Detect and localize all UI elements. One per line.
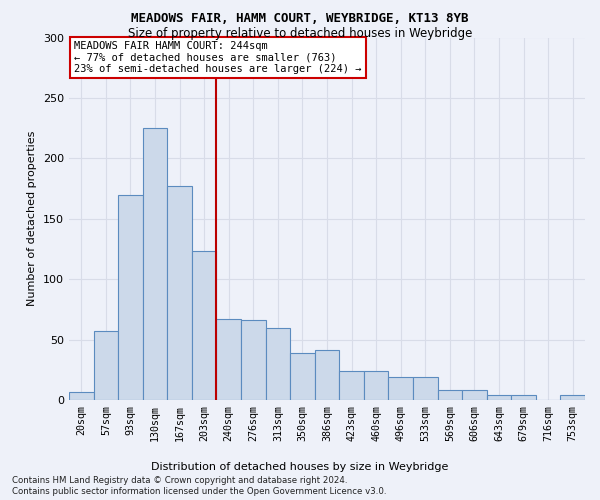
Text: Contains HM Land Registry data © Crown copyright and database right 2024.: Contains HM Land Registry data © Crown c… (12, 476, 347, 485)
Bar (437, 390, 462, 400)
Bar (487, 395, 511, 400)
Bar (241, 320, 266, 400)
Bar (315, 350, 339, 400)
Text: MEADOWS FAIR HAMM COURT: 244sqm
← 77% of detached houses are smaller (763)
23% o: MEADOWS FAIR HAMM COURT: 244sqm ← 77% of… (74, 41, 362, 74)
Text: Contains public sector information licensed under the Open Government Licence v3: Contains public sector information licen… (12, 487, 386, 496)
Bar (69, 392, 94, 400)
Bar (192, 252, 217, 400)
Bar (339, 371, 364, 400)
Y-axis label: Number of detached properties: Number of detached properties (28, 131, 37, 306)
Bar (266, 328, 290, 400)
Bar (143, 128, 167, 400)
Bar (560, 395, 585, 400)
Bar (413, 377, 437, 400)
Bar (118, 194, 143, 400)
Bar (290, 353, 315, 400)
Bar (94, 331, 118, 400)
Bar (388, 377, 413, 400)
Bar (217, 319, 241, 400)
Bar (511, 395, 536, 400)
Bar (167, 186, 192, 400)
Bar (364, 371, 388, 400)
Bar (462, 390, 487, 400)
Text: MEADOWS FAIR, HAMM COURT, WEYBRIDGE, KT13 8YB: MEADOWS FAIR, HAMM COURT, WEYBRIDGE, KT1… (131, 12, 469, 26)
Text: Distribution of detached houses by size in Weybridge: Distribution of detached houses by size … (151, 462, 449, 472)
Text: Size of property relative to detached houses in Weybridge: Size of property relative to detached ho… (128, 28, 472, 40)
